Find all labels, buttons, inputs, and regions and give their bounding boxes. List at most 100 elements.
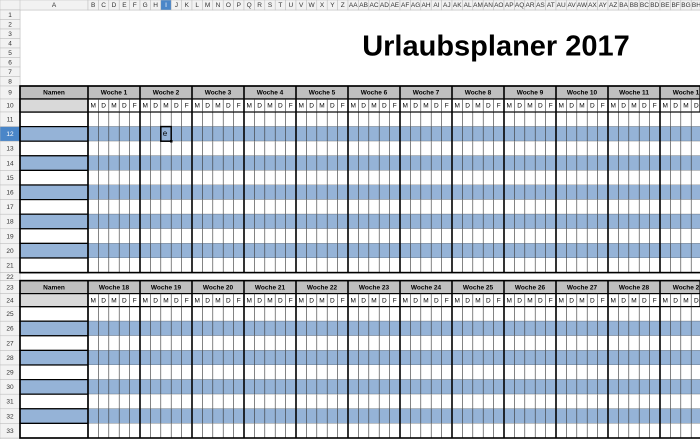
day-letter: M: [683, 297, 688, 304]
week-label: Woche 24: [411, 284, 442, 291]
column-letter: AA: [349, 2, 358, 9]
column-letter: E: [122, 2, 127, 9]
column-letter: AC: [369, 2, 378, 9]
day-letter: D: [694, 103, 699, 110]
row: [20, 199, 700, 215]
name-cell[interactable]: [19, 257, 89, 274]
day-letter: M: [319, 297, 324, 304]
row-band: [20, 126, 700, 142]
name-cell[interactable]: [19, 393, 89, 410]
column-header[interactable]: [690, 0, 700, 11]
day-letter: D: [538, 103, 543, 110]
row-number: 32: [6, 413, 14, 420]
day-letter: D: [486, 103, 491, 110]
day-letter: F: [341, 103, 345, 110]
column-letter: AB: [359, 2, 368, 9]
row: [20, 112, 700, 127]
week-label: Woche 2: [153, 90, 180, 97]
day-letter: M: [298, 103, 303, 110]
row-number: 33: [6, 428, 14, 435]
week-label: Woche 11: [619, 90, 649, 97]
name-cell[interactable]: [19, 364, 89, 381]
day-letter: D: [122, 103, 127, 110]
column-letter: AM: [473, 2, 483, 9]
day-letter: D: [590, 297, 595, 304]
name-cell[interactable]: [19, 140, 89, 157]
name-cell[interactable]: [19, 320, 89, 337]
name-cell[interactable]: [19, 306, 89, 322]
block-border: [19, 279, 700, 439]
week-label: Woche 22: [307, 284, 338, 291]
day-letter: D: [413, 103, 418, 110]
row-number: 13: [6, 146, 14, 153]
row-number: 25: [6, 311, 14, 318]
week-label: Woche 6: [361, 90, 388, 97]
name-cell[interactable]: [19, 379, 89, 395]
day-letter: M: [423, 297, 428, 304]
name-cell[interactable]: [19, 349, 89, 366]
column-letter: O: [226, 2, 231, 9]
row-number: 12: [6, 131, 14, 138]
day-letter: M: [350, 297, 355, 304]
selected-cell[interactable]: [160, 125, 172, 142]
day-letter: D: [278, 103, 283, 110]
column-letter: Q: [247, 2, 252, 9]
day-letter: M: [267, 297, 272, 304]
day-letter: D: [413, 297, 418, 304]
name-cell[interactable]: [19, 111, 89, 128]
row-number: 18: [6, 219, 14, 226]
column-letter: V: [299, 2, 304, 9]
name-cell[interactable]: [19, 408, 89, 424]
day-letter: M: [142, 103, 147, 110]
name-cell[interactable]: [19, 422, 89, 439]
name-cell[interactable]: [19, 155, 89, 172]
week-label: Woche 26: [515, 284, 546, 291]
row-number: 31: [6, 399, 14, 406]
name-cell[interactable]: [19, 169, 89, 186]
column-letter: AD: [380, 2, 389, 9]
day-letter: D: [642, 297, 647, 304]
name-cell[interactable]: [19, 228, 89, 245]
row-number: 11: [7, 117, 14, 124]
day-letter: M: [246, 103, 251, 110]
name-cell[interactable]: [19, 184, 89, 201]
name-cell[interactable]: [19, 199, 89, 215]
week-label: Woche 5: [309, 90, 336, 97]
row-band: [20, 185, 700, 200]
day-letter: F: [341, 297, 345, 304]
fill-handle[interactable]: [170, 140, 173, 143]
day-letter: M: [90, 297, 95, 304]
day-letter: D: [101, 297, 106, 304]
column-letter: N: [216, 2, 221, 9]
name-cell[interactable]: [19, 242, 89, 259]
day-letter: M: [454, 103, 459, 110]
row: [20, 365, 700, 380]
name-cell[interactable]: [19, 335, 89, 351]
row-number: 23: [6, 284, 14, 291]
week-label: Woche 19: [151, 284, 182, 291]
row: [20, 228, 700, 244]
day-letter: M: [631, 103, 636, 110]
day-letter: F: [393, 297, 397, 304]
day-letter: M: [111, 103, 116, 110]
row: [20, 141, 700, 156]
name-cell[interactable]: [19, 125, 89, 142]
day-letter: M: [90, 103, 95, 110]
day-letter: M: [246, 297, 251, 304]
name-cell[interactable]: [19, 213, 89, 230]
day-letter: F: [601, 103, 605, 110]
day-letter: M: [215, 297, 220, 304]
day-letter: D: [465, 297, 470, 304]
row-number: 1: [8, 12, 12, 19]
day-letter: D: [361, 103, 366, 110]
day-letter: M: [579, 297, 584, 304]
week-label: Woche 9: [517, 90, 544, 97]
row: [20, 423, 700, 438]
row-band: [20, 243, 700, 258]
day-letter: D: [174, 103, 179, 110]
day-letter: F: [601, 297, 605, 304]
column-letter: R: [257, 2, 262, 9]
day-letter: M: [194, 103, 199, 110]
row-band: [20, 214, 700, 229]
day-letter: D: [673, 297, 678, 304]
